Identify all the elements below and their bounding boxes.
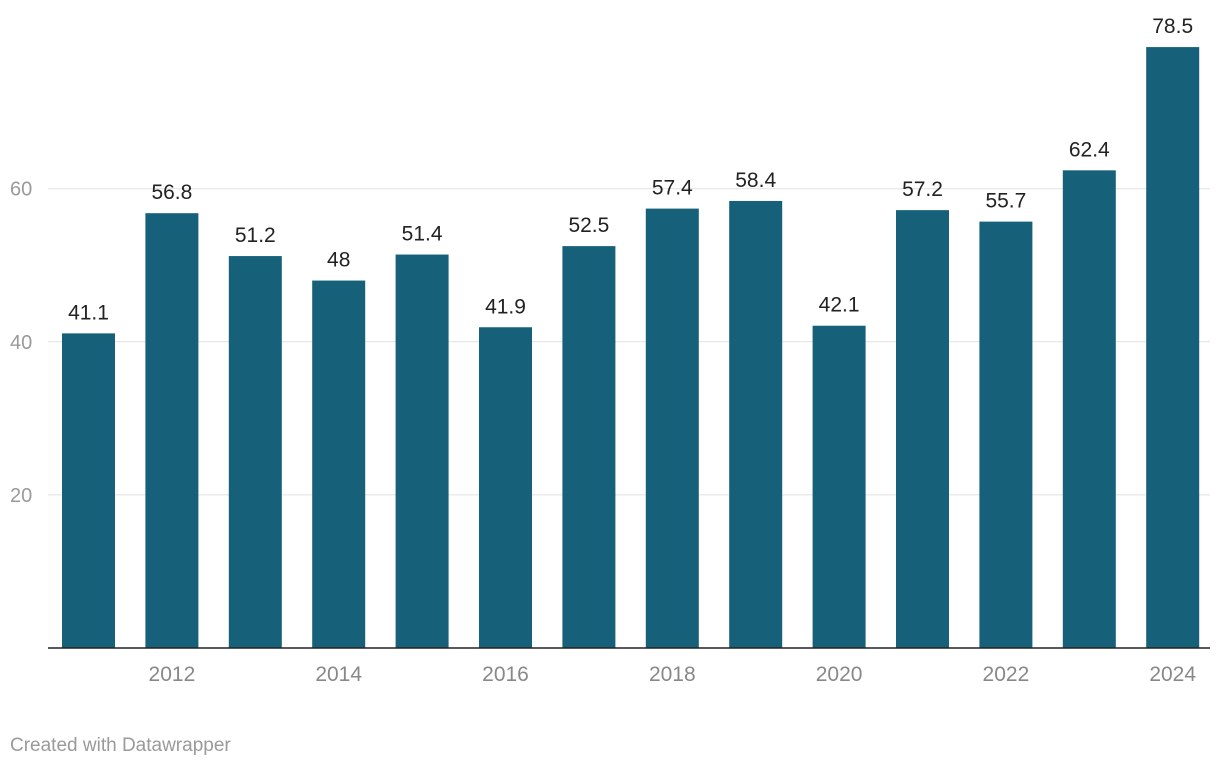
bar-chart: 20 40 60 41.1 56.8 51.2 48 51.4 41.9 52.5 57.4 58.… bbox=[10, 15, 1210, 686]
x-axis: 2012 2014 2016 2018 2020 2022 2024 bbox=[48, 647, 1210, 686]
bar-2012 bbox=[145, 213, 199, 649]
bar-2015 bbox=[395, 254, 449, 648]
x-tick-label-2018: 2018 bbox=[649, 663, 696, 686]
x-tick-label-2012: 2012 bbox=[149, 663, 196, 686]
data-label-2014: 48 bbox=[327, 249, 350, 272]
data-label-2017: 52.5 bbox=[568, 214, 609, 237]
bar-2016 bbox=[479, 327, 532, 648]
bar-2023 bbox=[1062, 170, 1116, 648]
bar-2022 bbox=[979, 221, 1033, 648]
x-tick-label-2022: 2022 bbox=[983, 663, 1030, 686]
data-label-2016: 41.9 bbox=[485, 295, 526, 318]
x-tick-label-2020: 2020 bbox=[816, 663, 863, 686]
data-label-2020: 42.1 bbox=[819, 294, 860, 317]
data-labels: 41.1 56.8 51.2 48 51.4 41.9 52.5 57.4 58.4 42.1 57… bbox=[68, 15, 1193, 324]
x-tick-label-2016: 2016 bbox=[482, 663, 529, 686]
credit-text: Created with Datawrapper bbox=[10, 735, 231, 756]
bar-2017 bbox=[562, 246, 616, 649]
data-label-2013: 51.2 bbox=[235, 224, 276, 247]
bar-2018 bbox=[645, 208, 699, 648]
bar-2014 bbox=[312, 280, 366, 648]
bar-2024 bbox=[1146, 47, 1200, 648]
bar-2019 bbox=[729, 200, 783, 648]
bar-2011 bbox=[62, 333, 115, 648]
data-label-2011: 41.1 bbox=[68, 301, 109, 324]
data-label-2018: 57.4 bbox=[652, 177, 693, 200]
data-label-2021: 57.2 bbox=[902, 178, 943, 201]
data-label-2022: 55.7 bbox=[985, 190, 1026, 213]
y-tick-label: 20 bbox=[10, 485, 32, 507]
y-tick-label: 60 bbox=[10, 179, 32, 201]
x-tick-label-2024: 2024 bbox=[1149, 663, 1196, 686]
data-label-2015: 51.4 bbox=[402, 223, 443, 246]
data-label-2019: 58.4 bbox=[735, 169, 776, 192]
bars bbox=[62, 47, 1200, 649]
x-tick-label-2014: 2014 bbox=[315, 663, 362, 686]
bar-2020 bbox=[812, 325, 866, 648]
bar-2013 bbox=[228, 256, 282, 648]
data-label-2023: 62.4 bbox=[1069, 138, 1110, 161]
data-label-2024: 78.5 bbox=[1152, 15, 1193, 38]
bar-2021 bbox=[896, 210, 949, 648]
y-tick-label: 40 bbox=[10, 332, 32, 354]
data-label-2012: 56.8 bbox=[151, 181, 192, 204]
